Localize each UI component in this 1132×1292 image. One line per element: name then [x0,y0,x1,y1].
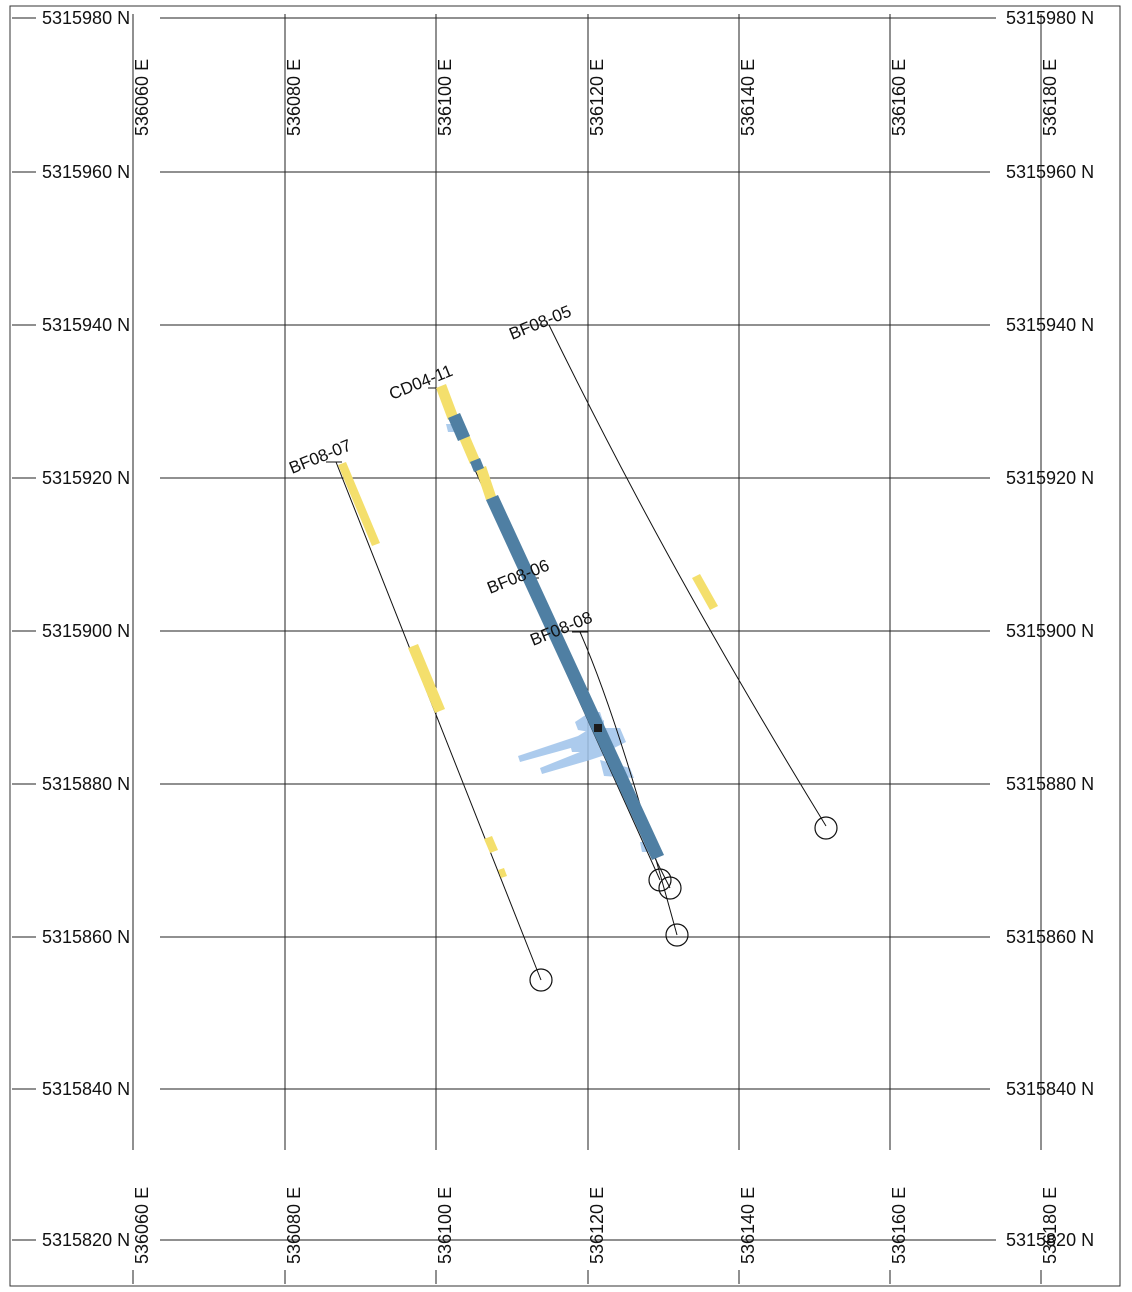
sample-marker [594,724,602,732]
yellow-intercepts [338,384,718,878]
intercept-yellow [408,644,445,713]
easting-gridlines [132,14,1042,1150]
northing-label-left: 5315980 N [42,8,130,28]
easting-labels-top: 536060 E 536080 E 536100 E 536120 E 5361… [132,59,1060,136]
northing-label-left: 5315860 N [42,927,130,947]
easting-label-bottom: 536120 E [587,1187,607,1264]
toe-circle-bf08-07 [529,968,553,992]
easting-label-top: 536180 E [1040,59,1060,136]
northing-labels-right: 5315980 N 5315960 N 5315940 N 5315920 N … [1006,8,1094,1250]
easting-label-bottom: 536140 E [738,1187,758,1264]
northing-label-right: 5315920 N [1006,468,1094,488]
northing-label-left: 5315840 N [42,1079,130,1099]
easting-label-top: 536100 E [435,59,455,136]
intercept-yellow [498,868,507,878]
toe-circle-bf08-06 [658,876,682,900]
hole-label-bf08-05: BF08-05 [506,302,574,344]
northing-labels-left: 5315980 N 5315960 N 5315940 N 5315920 N … [42,8,130,1250]
trace-bf08-08 [579,631,678,936]
northing-label-right: 5315900 N [1006,621,1094,641]
intercept-yellow [692,574,718,610]
trace-bf08-07 [335,461,542,981]
map-frame [9,5,1121,1287]
toe-circle-bf08-08 [665,923,689,947]
northing-label-right: 5315860 N [1006,927,1094,947]
northing-label-right: 5315960 N [1006,162,1094,182]
easting-label-top: 536080 E [284,59,304,136]
intercept-yellow [436,384,458,420]
intercept-yellow [476,466,496,500]
intercept-yellow [338,462,380,546]
toe-circle-bf08-05 [814,816,838,840]
northing-gridlines [12,17,996,1241]
northing-label-left: 5315920 N [42,468,130,488]
easting-label-top: 536140 E [738,59,758,136]
intercept-blue [486,495,664,860]
hole-toes [529,816,838,992]
easting-label-top: 536120 E [587,59,607,136]
easting-label-bottom: 536080 E [284,1187,304,1264]
hole-labels: BF08-07 CD04-11 BF08-05 BF08-06 BF08-08 [286,302,595,650]
intercept-blue [470,458,484,472]
intercept-blue [448,413,470,441]
trace-bf08-05 [548,324,827,827]
intercept-yellow [458,432,480,464]
northing-label-left: 5315940 N [42,315,130,335]
easting-label-bottom: 536060 E [132,1187,152,1264]
easting-label-bottom: 536100 E [435,1187,455,1264]
northing-label-left: 5315880 N [42,774,130,794]
northing-label-left: 5315900 N [42,621,130,641]
halo-bar [518,720,604,762]
northing-label-right: 5315840 N [1006,1079,1094,1099]
northing-label-right: 5315980 N [1006,8,1094,28]
drill-traces [326,324,827,981]
northing-label-right: 5315880 N [1006,774,1094,794]
easting-bottom-ticks [132,1270,1042,1284]
easting-label-top: 536060 E [132,59,152,136]
blue-intercepts [448,413,664,860]
northing-label-left: 5315820 N [42,1230,130,1250]
easting-label-bottom: 536160 E [889,1187,909,1264]
northing-label-right: 5315820 N [1006,1230,1094,1250]
northing-label-right: 5315940 N [1006,315,1094,335]
easting-label-bottom: 536180 E [1040,1187,1060,1264]
easting-labels-bottom: 536060 E 536080 E 536100 E 536120 E 5361… [132,1187,1060,1264]
intercept-yellow [484,836,498,853]
easting-label-top: 536160 E [889,59,909,136]
northing-label-left: 5315960 N [42,162,130,182]
